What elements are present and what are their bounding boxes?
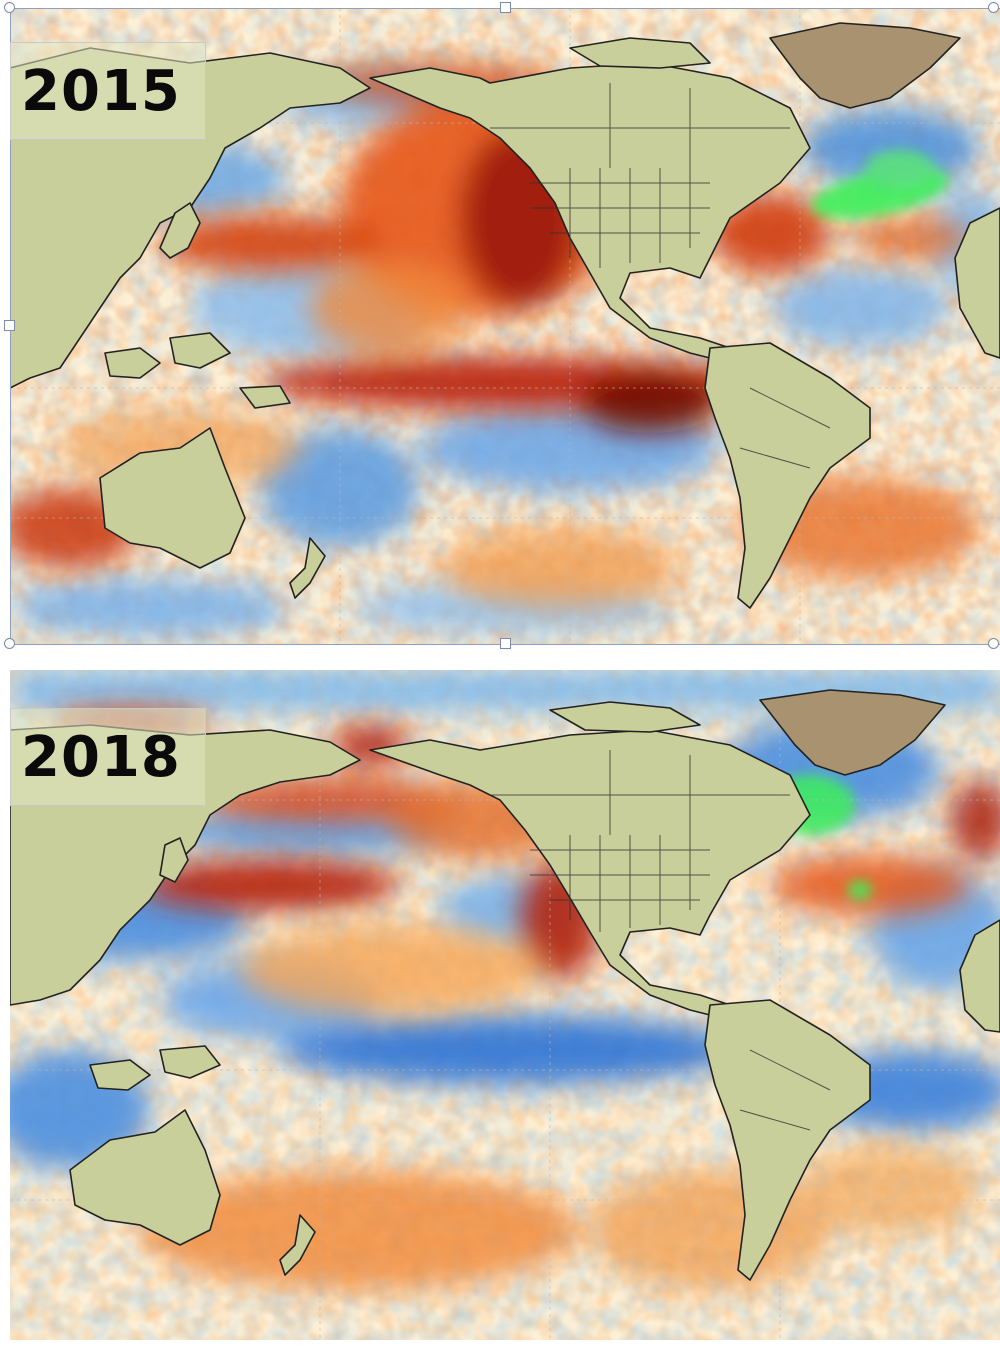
resize-handle-bottom-right[interactable] — [988, 638, 999, 649]
year-label-top: 2015 — [21, 58, 181, 124]
sst-anomaly-map-2015 — [10, 8, 1000, 644]
resize-handle-bottom-center[interactable] — [500, 638, 511, 649]
resize-handle-bottom-left[interactable] — [4, 638, 15, 649]
year-label-bottom: 2018 — [21, 724, 181, 790]
resize-handle-top-right[interactable] — [988, 2, 999, 13]
resize-handle-top-left[interactable] — [4, 2, 15, 13]
year-label-box-2018: 2018 — [10, 708, 206, 806]
resize-handle-top-center[interactable] — [500, 2, 511, 13]
map-2015-canvas — [10, 8, 1000, 644]
resize-handle-middle-left[interactable] — [4, 320, 15, 331]
year-label-box-2015: 2015 — [10, 42, 206, 140]
